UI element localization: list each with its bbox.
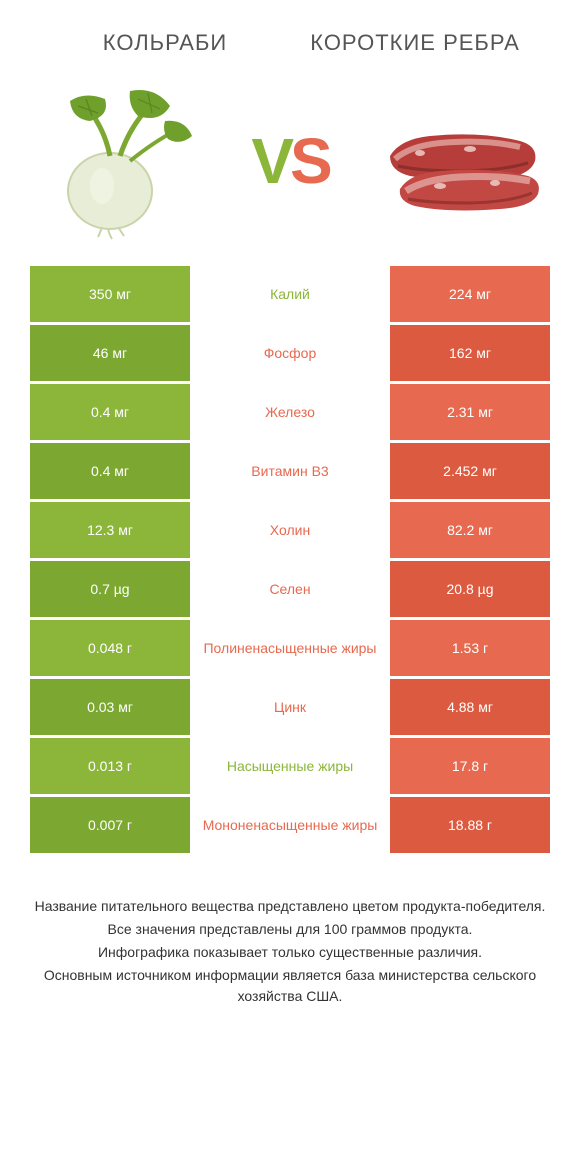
footer-line: Инфографика показывает только существенн… <box>30 942 550 963</box>
kohlrabi-image <box>30 81 210 241</box>
footer-line: Основным источником информации является … <box>30 965 550 1007</box>
cell-left: 46 мг <box>30 325 190 381</box>
vs-s: S <box>290 125 329 197</box>
cell-right: 224 мг <box>390 266 550 322</box>
cell-nutrient: Витамин B3 <box>190 443 390 499</box>
header-left: Кольраби <box>40 30 290 56</box>
cell-nutrient: Селен <box>190 561 390 617</box>
cell-left: 0.013 г <box>30 738 190 794</box>
cell-left: 0.007 г <box>30 797 190 853</box>
cell-right: 2.452 мг <box>390 443 550 499</box>
headers: Кольраби Короткие ребра <box>0 0 580 66</box>
table-row: 0.048 гПолиненасыщенные жиры1.53 г <box>30 620 550 676</box>
table-row: 0.4 мгЖелезо2.31 мг <box>30 384 550 440</box>
cell-right: 82.2 мг <box>390 502 550 558</box>
cell-right: 2.31 мг <box>390 384 550 440</box>
cell-nutrient: Полиненасыщенные жиры <box>190 620 390 676</box>
cell-right: 20.8 µg <box>390 561 550 617</box>
table-row: 0.013 гНасыщенные жиры17.8 г <box>30 738 550 794</box>
header-right: Короткие ребра <box>290 30 540 56</box>
footer-line: Все значения представлены для 100 граммо… <box>30 919 550 940</box>
cell-left: 0.4 мг <box>30 443 190 499</box>
cell-left: 0.7 µg <box>30 561 190 617</box>
cell-right: 162 мг <box>390 325 550 381</box>
table-row: 46 мгФосфор162 мг <box>30 325 550 381</box>
cell-nutrient: Фосфор <box>190 325 390 381</box>
comparison-table: 350 мгКалий224 мг46 мгФосфор162 мг0.4 мг… <box>0 266 580 853</box>
cell-nutrient: Цинк <box>190 679 390 735</box>
cell-nutrient: Железо <box>190 384 390 440</box>
cell-right: 18.88 г <box>390 797 550 853</box>
table-row: 350 мгКалий224 мг <box>30 266 550 322</box>
table-row: 0.03 мгЦинк4.88 мг <box>30 679 550 735</box>
table-row: 0.007 гМононенасыщенные жиры18.88 г <box>30 797 550 853</box>
table-row: 0.4 мгВитамин B32.452 мг <box>30 443 550 499</box>
cell-nutrient: Мононенасыщенные жиры <box>190 797 390 853</box>
cell-right: 17.8 г <box>390 738 550 794</box>
footer-line: Название питательного вещества представл… <box>30 896 550 917</box>
cell-right: 4.88 мг <box>390 679 550 735</box>
cell-nutrient: Калий <box>190 266 390 322</box>
cell-nutrient: Насыщенные жиры <box>190 738 390 794</box>
table-row: 0.7 µgСелен20.8 µg <box>30 561 550 617</box>
cell-left: 0.048 г <box>30 620 190 676</box>
cell-left: 12.3 мг <box>30 502 190 558</box>
cell-left: 0.03 мг <box>30 679 190 735</box>
vs-v: V <box>251 125 290 197</box>
table-row: 12.3 мгХолин82.2 мг <box>30 502 550 558</box>
images-row: VS <box>0 66 580 266</box>
cell-left: 350 мг <box>30 266 190 322</box>
cell-left: 0.4 мг <box>30 384 190 440</box>
cell-right: 1.53 г <box>390 620 550 676</box>
cell-nutrient: Холин <box>190 502 390 558</box>
short-ribs-image <box>370 81 550 241</box>
footer: Название питательного вещества представл… <box>0 856 580 1029</box>
vs-label: VS <box>251 124 328 198</box>
